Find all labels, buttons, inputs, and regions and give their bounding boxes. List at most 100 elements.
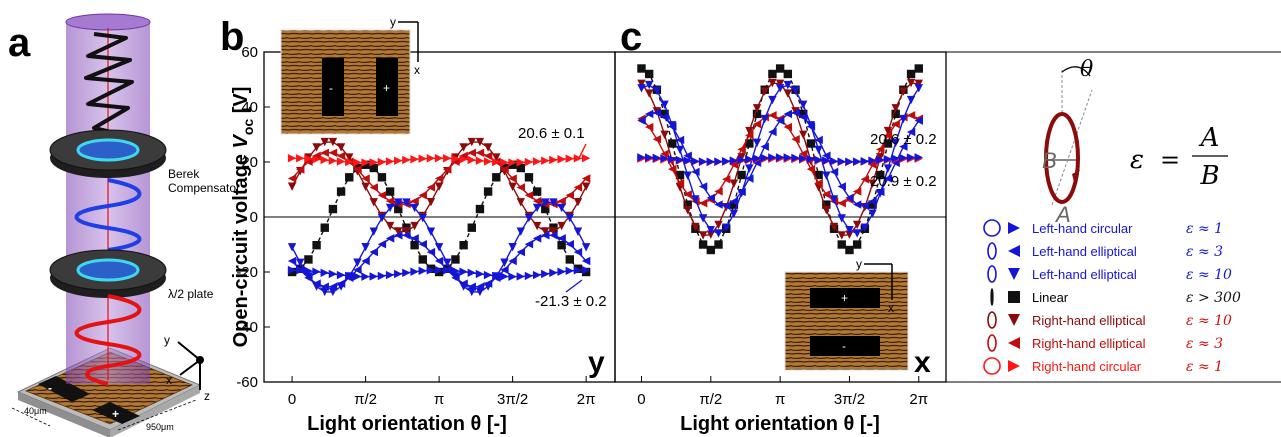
- plot-c-data-point: [775, 116, 785, 125]
- plot-c-data-point: [668, 154, 677, 164]
- plot-c-data-point: [783, 89, 793, 98]
- plot-c-data-point: [737, 187, 746, 197]
- plot-b-data-point: [336, 279, 346, 288]
- plot-c-data-point: [745, 154, 754, 164]
- plot-b-data-point: [410, 234, 419, 243]
- plot-c-data-point: [775, 79, 785, 88]
- plot-b-data-point: [287, 153, 297, 163]
- plot-b-data-point: [581, 256, 591, 266]
- plot-c-data-point: [906, 111, 916, 120]
- plot-c-data-point: [652, 86, 662, 96]
- plot-c-data-point: [729, 209, 739, 218]
- plot-b-data-point: [500, 158, 509, 167]
- plot-b-data-point: [557, 221, 566, 231]
- plot-c-data-point: [837, 182, 846, 191]
- plot-b-data-point: [459, 240, 468, 250]
- plot-c-data-point: [775, 153, 785, 162]
- plot-b-data-point: [475, 269, 485, 279]
- plot-b-data-point: [541, 231, 550, 240]
- plot-c-data-point: [698, 240, 708, 249]
- plot-c-data-point: [668, 164, 677, 174]
- plot-c-data-point: [822, 190, 831, 199]
- legend-label: Right-hand elliptical: [1032, 313, 1146, 328]
- plot-c-data-point: [745, 126, 754, 136]
- plot-c-data-point: [637, 153, 646, 162]
- plot-c-data-point: [775, 64, 785, 73]
- inset-b-axis-y: y: [390, 15, 396, 29]
- plot-b-data-point: [312, 151, 321, 161]
- plot-c-data-point: [883, 164, 893, 173]
- inset-c-device: + - y x: [784, 257, 909, 371]
- plot-b-data-point: [524, 239, 534, 249]
- plot-c-series: [637, 80, 923, 238]
- legend-polarization-icon: [987, 334, 997, 352]
- plot-c-data-point: [675, 178, 685, 188]
- panel-b: b -60 -40 -20 0 20 40 60 0 π/2 π 3π/2 2π - + y x 2…: [220, 15, 616, 435]
- plot-b-data-point: [312, 155, 321, 164]
- plot-c-corner-label: x: [914, 346, 931, 379]
- light-beam: [65, 13, 151, 384]
- plot-b-data-point: [524, 213, 534, 223]
- plot-b-series: [287, 137, 591, 236]
- diagram-numerator: A: [1199, 123, 1220, 153]
- helix-blue: [74, 178, 142, 252]
- plot-c-data-point: [906, 153, 916, 162]
- plot-b-series: [287, 153, 591, 167]
- plot-b-data-point: [557, 196, 566, 206]
- plot-b-data-point: [353, 272, 362, 281]
- plot-c-data-point: [714, 187, 723, 196]
- plot-c-data-point: [899, 153, 908, 163]
- plot-c-data-point: [899, 114, 908, 124]
- plot-b-data-point: [524, 271, 534, 281]
- plot-b-data-point: [434, 174, 444, 183]
- plot-b-data-point: [483, 143, 493, 152]
- plot-b-data-point: [328, 156, 338, 165]
- plot-b-data-point: [500, 272, 509, 281]
- plot-c-data-point: [783, 153, 793, 162]
- plot-b-data-point: [549, 268, 558, 278]
- plot-b-y-tick-label: 40: [241, 99, 258, 116]
- plot-b-data-point: [345, 153, 354, 162]
- legend-marker: [1008, 245, 1020, 257]
- plot-b-data-point: [443, 165, 452, 174]
- plot-c-data-point: [745, 174, 754, 183]
- plot-c-data-point: [822, 156, 831, 165]
- plot-c-data-point: [837, 231, 846, 240]
- plot-c-annotation-red: 20.6 ± 0.2: [870, 131, 937, 148]
- plot-b-data-point: [426, 247, 436, 257]
- plot-c-data-point: [683, 190, 692, 199]
- setup-axis-y: y: [164, 333, 170, 347]
- plot-c-data-point: [914, 84, 923, 93]
- plot-c-data-point: [683, 200, 692, 209]
- plot-b-data-point: [508, 272, 517, 281]
- plot-b-data-point: [312, 279, 321, 288]
- plot-b-data-point: [304, 154, 313, 163]
- plot-b-data-point: [328, 204, 338, 214]
- plot-b-data-point: [361, 158, 370, 167]
- plot-b-data-point: [369, 183, 378, 192]
- plot-b-x-tick-label: π: [434, 391, 444, 408]
- plot-b-data-point: [369, 227, 378, 236]
- legend-label: Left-hand elliptical: [1032, 244, 1137, 259]
- plot-b-data-point: [361, 182, 370, 191]
- plot-c-data-point: [729, 179, 739, 188]
- plot-c-data-point: [791, 153, 800, 163]
- plot-c-data-point: [644, 153, 654, 162]
- legend-item: Left-hand elliptical ε ≈ 10: [987, 265, 1232, 283]
- plot-c-data-point: [829, 195, 839, 204]
- plot-b-data-point: [320, 137, 329, 147]
- inset-c-minus: -: [842, 339, 846, 353]
- plot-c-data-point: [822, 200, 831, 209]
- plot-c-data-point: [822, 151, 831, 160]
- plot-b-data-point: [418, 154, 427, 163]
- plot-c-data-point: [729, 156, 739, 165]
- plot-b-data-point: [443, 266, 452, 275]
- plot-b-data-point: [353, 158, 362, 167]
- plot-c-data-point: [660, 149, 669, 159]
- plot-b-x-tick-label: 0: [288, 391, 296, 408]
- plot-b-data-point: [402, 227, 411, 236]
- plot-b-series-line: [291, 164, 587, 273]
- legend-item: Left-hand circular ε ≈ 1: [983, 219, 1223, 237]
- plot-b-data-point: [524, 173, 534, 182]
- plot-b-data-point: [565, 213, 574, 223]
